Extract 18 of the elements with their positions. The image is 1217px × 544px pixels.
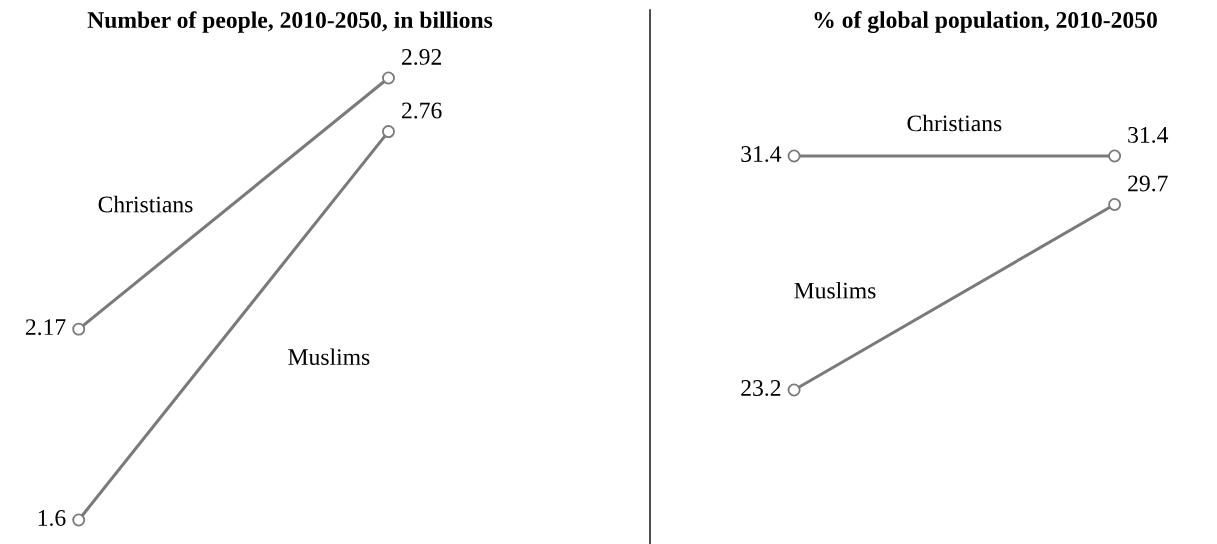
series-label: Muslims bbox=[794, 281, 876, 299]
point bbox=[72, 513, 86, 527]
data-label: 2.92 bbox=[402, 49, 441, 65]
series-label: Christians bbox=[907, 114, 1002, 132]
data-label: 1.6 bbox=[38, 510, 66, 527]
data-label: 2.76 bbox=[402, 102, 442, 119]
data-label: 23.2 bbox=[741, 380, 781, 397]
data-label: 2.17 bbox=[25, 319, 66, 336]
point bbox=[382, 71, 395, 85]
chart-title: % of global population, 2010-2050 bbox=[814, 11, 1157, 33]
chart-title: Number of people, 2010-2050, in billions bbox=[87, 11, 493, 33]
data-label: 29.7 bbox=[1128, 175, 1168, 192]
data-label: 31.4 bbox=[1128, 127, 1169, 143]
point bbox=[382, 125, 395, 139]
text: Muslims bbox=[288, 348, 370, 366]
series-label: Christians bbox=[98, 195, 193, 213]
point bbox=[72, 322, 86, 336]
data-label: 31.4 bbox=[741, 146, 782, 163]
